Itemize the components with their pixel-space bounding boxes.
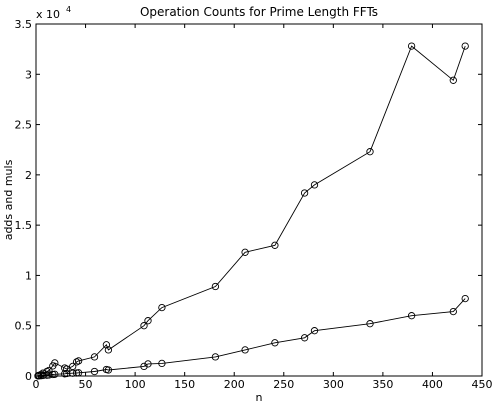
data-point-marker (449, 76, 457, 84)
y-axis: 0 0.5 1 1.5 2 2.5 3 3.5 (15, 18, 482, 383)
x-axis: 0 50 100 150 200 250 300 350 400 450 (33, 24, 493, 391)
data-point-marker (144, 317, 152, 325)
chart-title: Operation Counts for Prime Length FFTs (140, 5, 378, 19)
data-point-marker (90, 367, 99, 376)
data-point-marker (74, 357, 83, 365)
data-point-marker (300, 189, 309, 197)
data-point-marker (241, 346, 249, 354)
data-point-marker (211, 353, 220, 361)
data-point-marker (366, 148, 374, 156)
data-point-marker (140, 322, 148, 330)
y-tick-label: 3.5 (15, 18, 33, 31)
data-point-marker (449, 307, 457, 316)
x-tick-label: 250 (273, 378, 294, 391)
data-point-marker (241, 248, 249, 256)
data-point-marker (102, 341, 111, 349)
data-point-marker (461, 294, 469, 303)
x-tick-label: 150 (174, 378, 195, 391)
x-tick-label: 0 (33, 378, 40, 391)
y-multiplier: x 10 4 (36, 5, 71, 21)
data-point-marker (300, 334, 309, 342)
plot-area (35, 23, 483, 377)
y-multiplier-exponent: 4 (66, 5, 71, 14)
data-point-marker (104, 346, 113, 354)
x-tick-label: 300 (323, 378, 344, 391)
x-tick-label: 50 (79, 378, 93, 391)
data-point-marker (45, 366, 53, 375)
data-point-marker (310, 181, 319, 189)
data-point-marker (271, 241, 279, 249)
x-axis-label: n (256, 391, 263, 404)
data-point-marker (140, 362, 148, 371)
series-line-2 (37, 298, 466, 377)
x-tick-label: 200 (224, 378, 245, 391)
x-tick-label: 350 (372, 378, 393, 391)
data-point-marker (158, 303, 166, 312)
y-tick-label: 0.5 (15, 320, 33, 333)
x-tick-label: 400 (422, 378, 443, 391)
data-point-marker (310, 327, 319, 335)
data-point-marker (407, 42, 416, 50)
y-tick-label: 2 (25, 169, 32, 182)
x-tick-label: 450 (472, 378, 493, 391)
series-line-1 (37, 45, 466, 377)
y-tick-label: 1 (25, 269, 32, 282)
data-point-marker (366, 320, 374, 328)
data-point-marker (211, 282, 220, 291)
data-point-marker (158, 359, 166, 368)
data-point-marker (461, 42, 469, 50)
y-multiplier-base: x 10 (36, 8, 60, 21)
data-point-marker (69, 369, 77, 377)
data-point-marker (51, 370, 59, 378)
y-tick-label: 1.5 (15, 219, 33, 232)
data-point-marker (51, 359, 59, 367)
data-point-marker (407, 312, 416, 320)
data-point-marker (271, 339, 279, 347)
data-point-marker (74, 369, 83, 377)
y-axis-label: adds and muls (2, 159, 15, 240)
data-point-marker (63, 365, 71, 373)
y-tick-label: 0 (25, 370, 32, 383)
series-layer (34, 42, 469, 380)
data-point-marker (104, 366, 113, 374)
data-point-marker (90, 353, 99, 361)
y-tick-label: 2.5 (15, 119, 33, 132)
data-point-marker (35, 372, 43, 380)
data-point-marker (144, 360, 152, 368)
x-tick-label: 100 (125, 378, 146, 391)
y-tick-label: 3 (25, 68, 32, 81)
